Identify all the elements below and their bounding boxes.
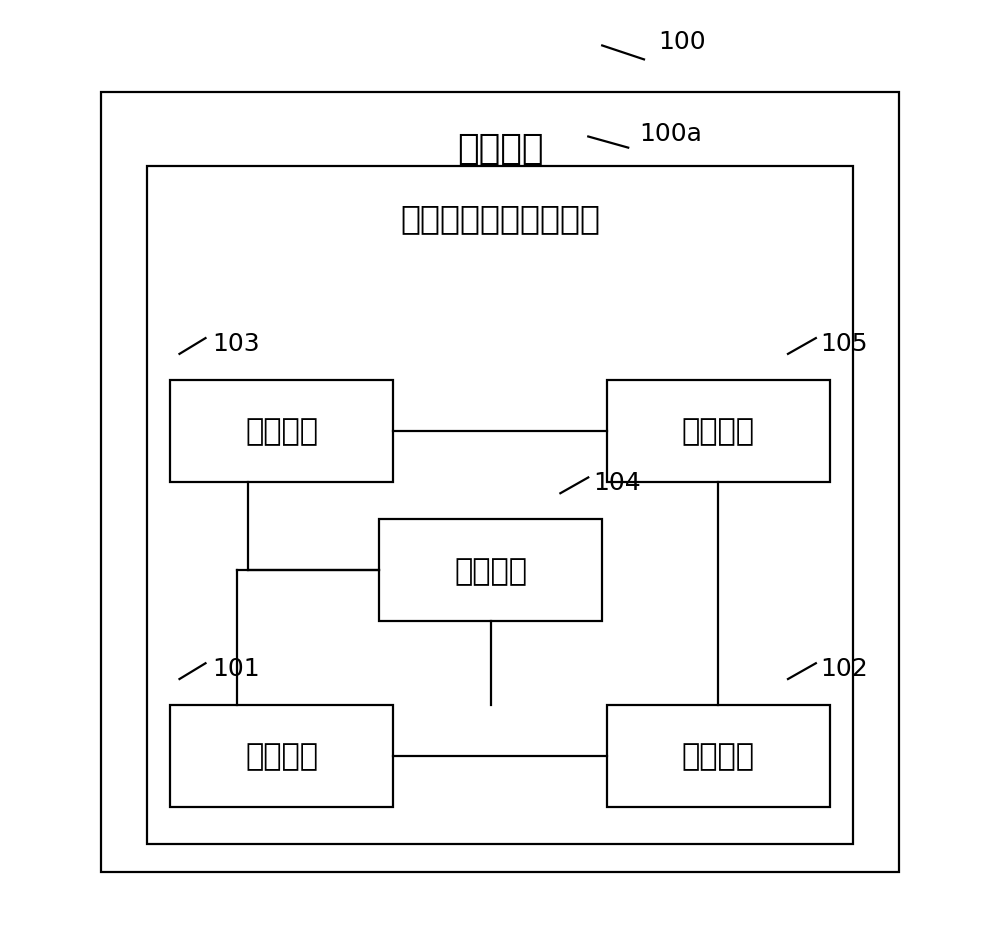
Bar (170, 705, 393, 807)
Text: 103: 103 (212, 331, 260, 355)
Text: 配置模块: 配置模块 (454, 556, 527, 586)
Text: 调度模块: 调度模块 (245, 417, 318, 446)
Text: 105: 105 (821, 331, 868, 355)
Bar (170, 380, 393, 483)
Bar (607, 380, 830, 483)
Text: 100: 100 (658, 30, 706, 54)
Text: 缓存模块: 缓存模块 (682, 741, 755, 771)
Text: 101: 101 (212, 656, 260, 680)
Text: 服务器端: 服务器端 (457, 132, 543, 165)
Bar (607, 705, 830, 807)
Text: 路由模块: 路由模块 (245, 741, 318, 771)
Text: 渲染模块: 渲染模块 (682, 417, 755, 446)
Text: 静态化页面的处理装置: 静态化页面的处理装置 (400, 201, 600, 235)
Text: 102: 102 (821, 656, 868, 680)
Text: 104: 104 (593, 470, 641, 495)
Bar (147, 167, 853, 844)
Bar (101, 93, 899, 872)
Bar (379, 520, 602, 622)
Text: 100a: 100a (639, 122, 702, 146)
